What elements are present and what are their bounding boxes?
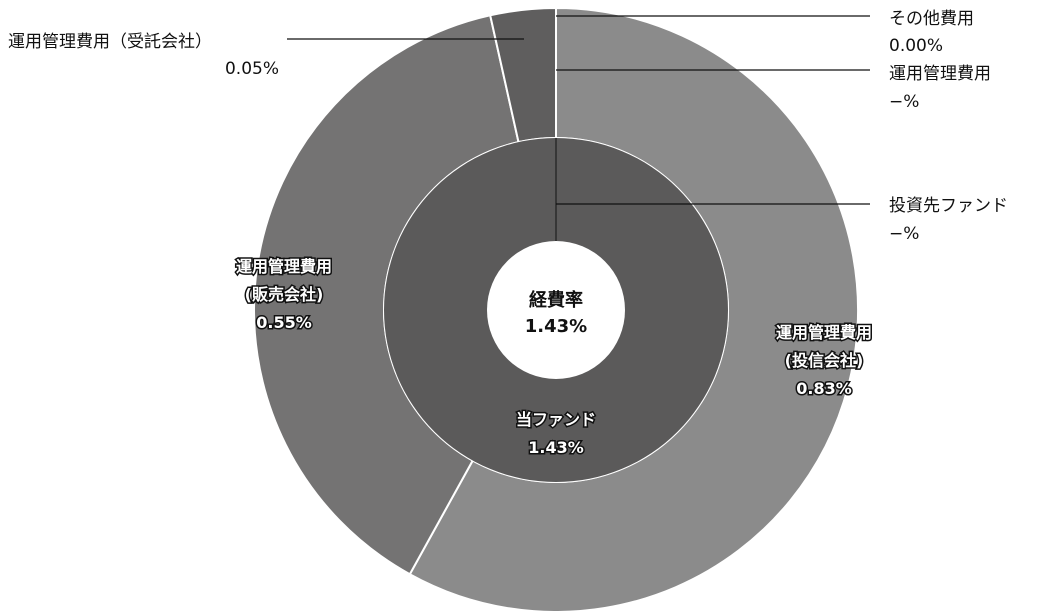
sales-value: 0.55% bbox=[256, 313, 312, 332]
other-expense-label: その他費用 bbox=[889, 9, 974, 29]
center-hole bbox=[487, 241, 625, 379]
leader-lines bbox=[287, 15, 870, 205]
trust-label-line1: 運用管理費用 bbox=[776, 323, 872, 342]
center-value: 1.43% bbox=[525, 316, 587, 337]
center-title: 経費率 bbox=[529, 289, 583, 311]
trust-label-line2: (投信会社) bbox=[785, 351, 864, 370]
invest-fund-value: −% bbox=[889, 224, 919, 244]
other-expense-value: 0.00% bbox=[889, 36, 943, 56]
mgmt-fee-value: −% bbox=[889, 92, 919, 112]
inner-main-value: 1.43% bbox=[528, 438, 584, 457]
custodian-label: 運用管理費用（受託会社） bbox=[8, 32, 212, 52]
custodian-value: 0.05% bbox=[225, 59, 279, 79]
sales-label-line2: (販売会社) bbox=[245, 285, 324, 304]
outer-ring bbox=[253, 6, 859, 611]
invest-fund-label: 投資先ファンド bbox=[889, 196, 1008, 216]
inner-main-name: 当ファンド bbox=[516, 410, 596, 429]
sales-label-line1: 運用管理費用 bbox=[236, 257, 332, 276]
trust-value: 0.83% bbox=[796, 379, 852, 398]
mgmt-fee-label: 運用管理費用 bbox=[889, 64, 991, 84]
